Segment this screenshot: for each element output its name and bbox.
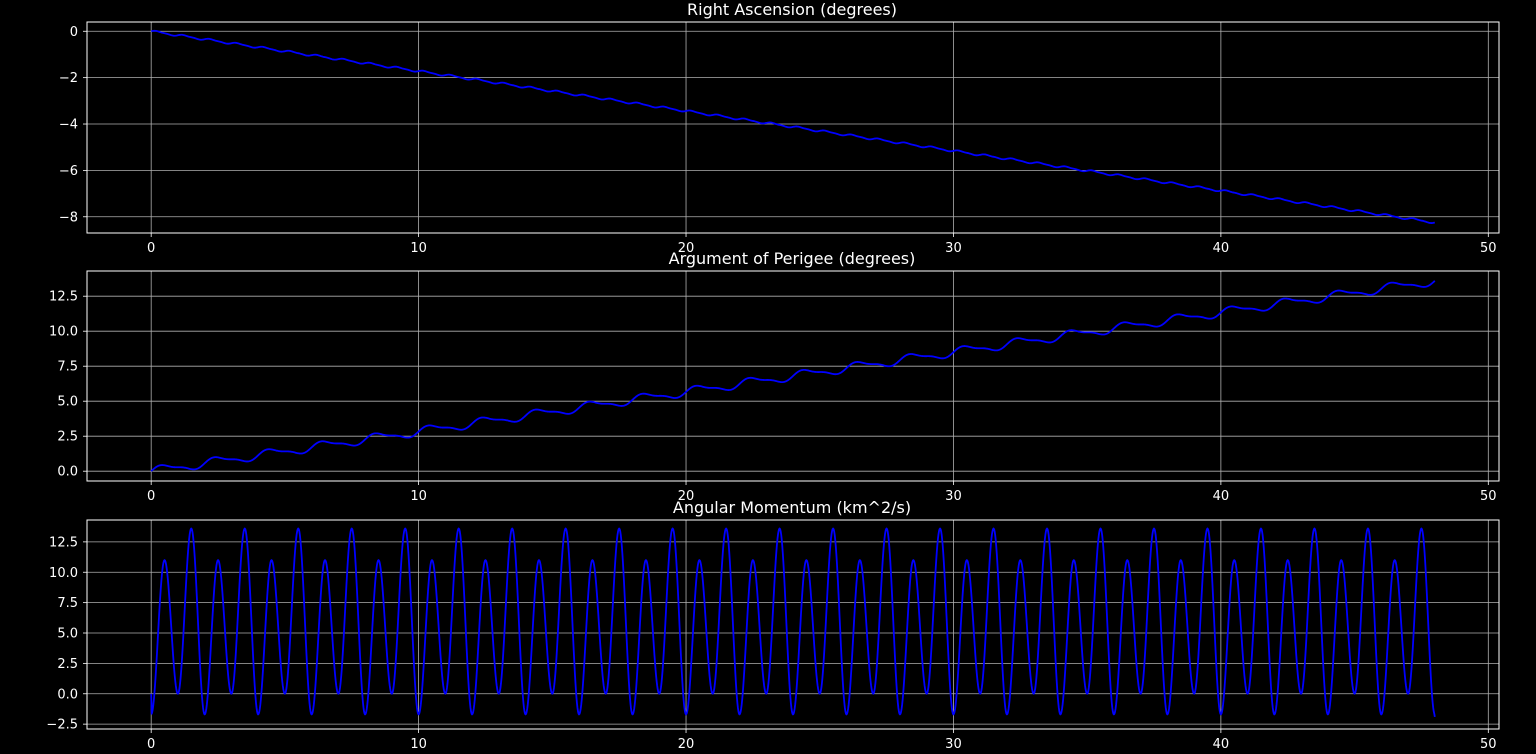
x-tick-label: 10 (410, 737, 427, 752)
y-tick-label: −2 (59, 71, 78, 86)
x-tick-label: 20 (678, 737, 695, 752)
y-tick-label: 0.0 (57, 687, 78, 702)
y-tick-label: 2.5 (57, 430, 78, 445)
y-tick-label: 2.5 (57, 657, 78, 672)
x-tick-label: 10 (410, 489, 427, 504)
y-tick-label: 0 (70, 25, 78, 40)
axes-frame (86, 519, 1500, 730)
y-tick-label: 5.0 (57, 627, 78, 642)
x-tick-label: 40 (1213, 489, 1230, 504)
y-tick-label: −6 (59, 164, 78, 179)
x-tick-label: 50 (1480, 737, 1497, 752)
y-tick-label: 0.0 (57, 465, 78, 480)
series-line (150, 527, 1436, 718)
x-tick-label: 10 (410, 241, 427, 256)
chart-title: Right Ascension (degrees) (687, 0, 897, 19)
y-tick-label: 12.5 (49, 535, 78, 550)
x-tick-label: 0 (147, 489, 155, 504)
y-tick-label: −8 (59, 210, 78, 225)
x-tick-label: 0 (147, 241, 155, 256)
subplot-2: 0 10 20 30 40 50 0.0 2.5 5.0 7.5 10.0 12.5 Argument … (49, 249, 1500, 504)
axes-frame (86, 21, 1500, 234)
y-tick-label: 10.0 (49, 325, 78, 340)
y-tick-label: −2.5 (46, 718, 78, 733)
subplot-1: 0 10 20 30 40 50 0 −2 −4 −6 −8 Right Ascension (deg… (59, 0, 1500, 256)
x-tick-label: 0 (147, 737, 155, 752)
x-tick-label: 40 (1213, 241, 1230, 256)
y-tick-label: 7.5 (57, 360, 78, 375)
subplot-3: 0 10 20 30 40 50 −2.5 0.0 2.5 5.0 7.5 10.0 12.5 Angul… (46, 498, 1500, 752)
axes-frame (86, 270, 1500, 482)
series-line (150, 280, 1436, 472)
x-tick-label: 50 (1480, 489, 1497, 504)
x-tick-label: 20 (678, 241, 695, 256)
y-tick-label: 5.0 (57, 395, 78, 410)
x-tick-label: 30 (945, 489, 962, 504)
chart-title: Angular Momentum (km^2/s) (673, 498, 911, 517)
y-tick-label: −4 (59, 118, 78, 133)
x-tick-label: 30 (945, 241, 962, 256)
y-tick-label: 10.0 (49, 566, 78, 581)
x-tick-label: 50 (1480, 241, 1497, 256)
x-tick-label: 30 (945, 737, 962, 752)
chart-title: Argument of Perigee (degrees) (669, 249, 916, 268)
series-line (150, 29, 1436, 224)
x-tick-label: 20 (678, 489, 695, 504)
y-tick-label: 7.5 (57, 596, 78, 611)
y-tick-label: 12.5 (49, 290, 78, 305)
x-tick-label: 40 (1213, 737, 1230, 752)
